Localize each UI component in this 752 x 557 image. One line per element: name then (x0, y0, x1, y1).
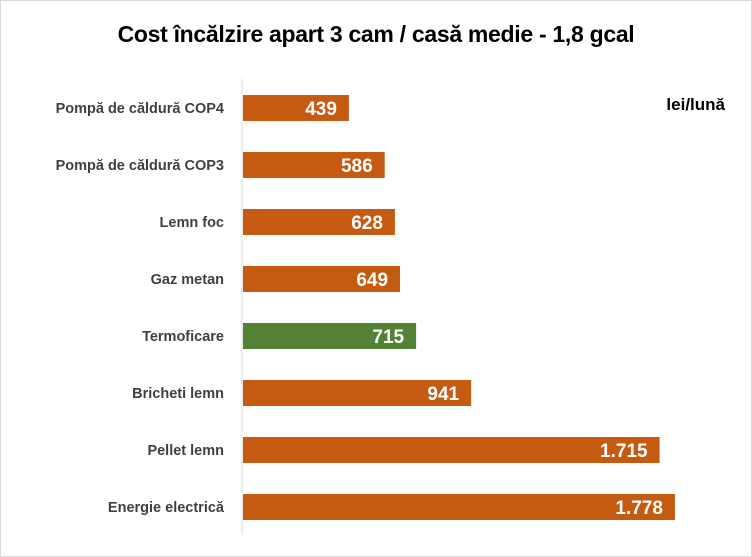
data-label: 715 (372, 327, 404, 348)
bar (243, 152, 385, 178)
bar (243, 266, 401, 292)
data-label: 628 (351, 213, 383, 234)
bar (243, 380, 472, 406)
data-label: 439 (305, 99, 337, 120)
category-label: Termoficare (142, 329, 224, 345)
bar (243, 323, 417, 349)
data-label: 941 (427, 384, 459, 405)
data-label: 586 (341, 156, 373, 177)
category-label: Gaz metan (151, 272, 224, 288)
category-label: Lemn foc (160, 215, 224, 231)
data-label: 1.778 (615, 498, 663, 519)
category-label: Pompă de căldură COP4 (56, 101, 224, 117)
bar (243, 437, 660, 463)
category-label: Pellet lemn (147, 443, 224, 459)
category-label: Energie electrică (108, 500, 225, 516)
data-label: 1.715 (600, 441, 648, 462)
bar (243, 95, 349, 121)
bar (243, 494, 675, 520)
data-label: 649 (356, 270, 388, 291)
bar (243, 209, 395, 235)
unit-label: lei/lună (666, 95, 725, 114)
chart-title: Cost încălzire apart 3 cam / casă medie … (117, 21, 635, 47)
category-label: Bricheti lemn (132, 386, 224, 402)
category-label: Pompă de căldură COP3 (56, 158, 224, 174)
